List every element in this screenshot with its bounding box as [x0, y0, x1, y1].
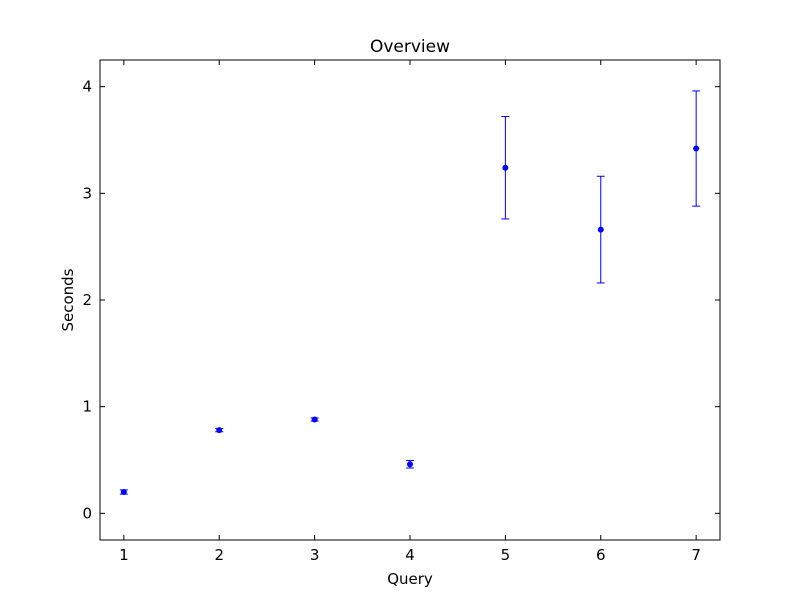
- x-tick-label: 1: [119, 546, 129, 564]
- chart-title: Overview: [370, 37, 450, 57]
- data-point: [693, 145, 700, 152]
- data-point: [311, 416, 318, 423]
- y-axis-label: Seconds: [59, 268, 77, 331]
- x-axis-label: Query: [387, 570, 433, 588]
- y-tick-label: 1: [82, 398, 92, 416]
- y-tick-label: 2: [82, 291, 92, 309]
- x-tick-label: 5: [501, 546, 511, 564]
- y-tick-label: 0: [82, 504, 92, 522]
- x-tick-label: 4: [405, 546, 415, 564]
- data-point: [597, 226, 604, 233]
- x-tick-label: 2: [214, 546, 224, 564]
- x-tick-label: 6: [596, 546, 606, 564]
- x-tick-label: 7: [691, 546, 701, 564]
- data-point: [502, 164, 509, 171]
- y-tick-label: 4: [82, 78, 92, 96]
- data-point: [216, 427, 223, 434]
- plot-area: 1 2 3 4 5 6 7 0 1 2 3 4: [82, 59, 721, 564]
- y-tick-label: 3: [82, 184, 92, 202]
- x-tick-label: 3: [310, 546, 320, 564]
- data-point: [120, 489, 127, 495]
- data-point: [407, 461, 413, 468]
